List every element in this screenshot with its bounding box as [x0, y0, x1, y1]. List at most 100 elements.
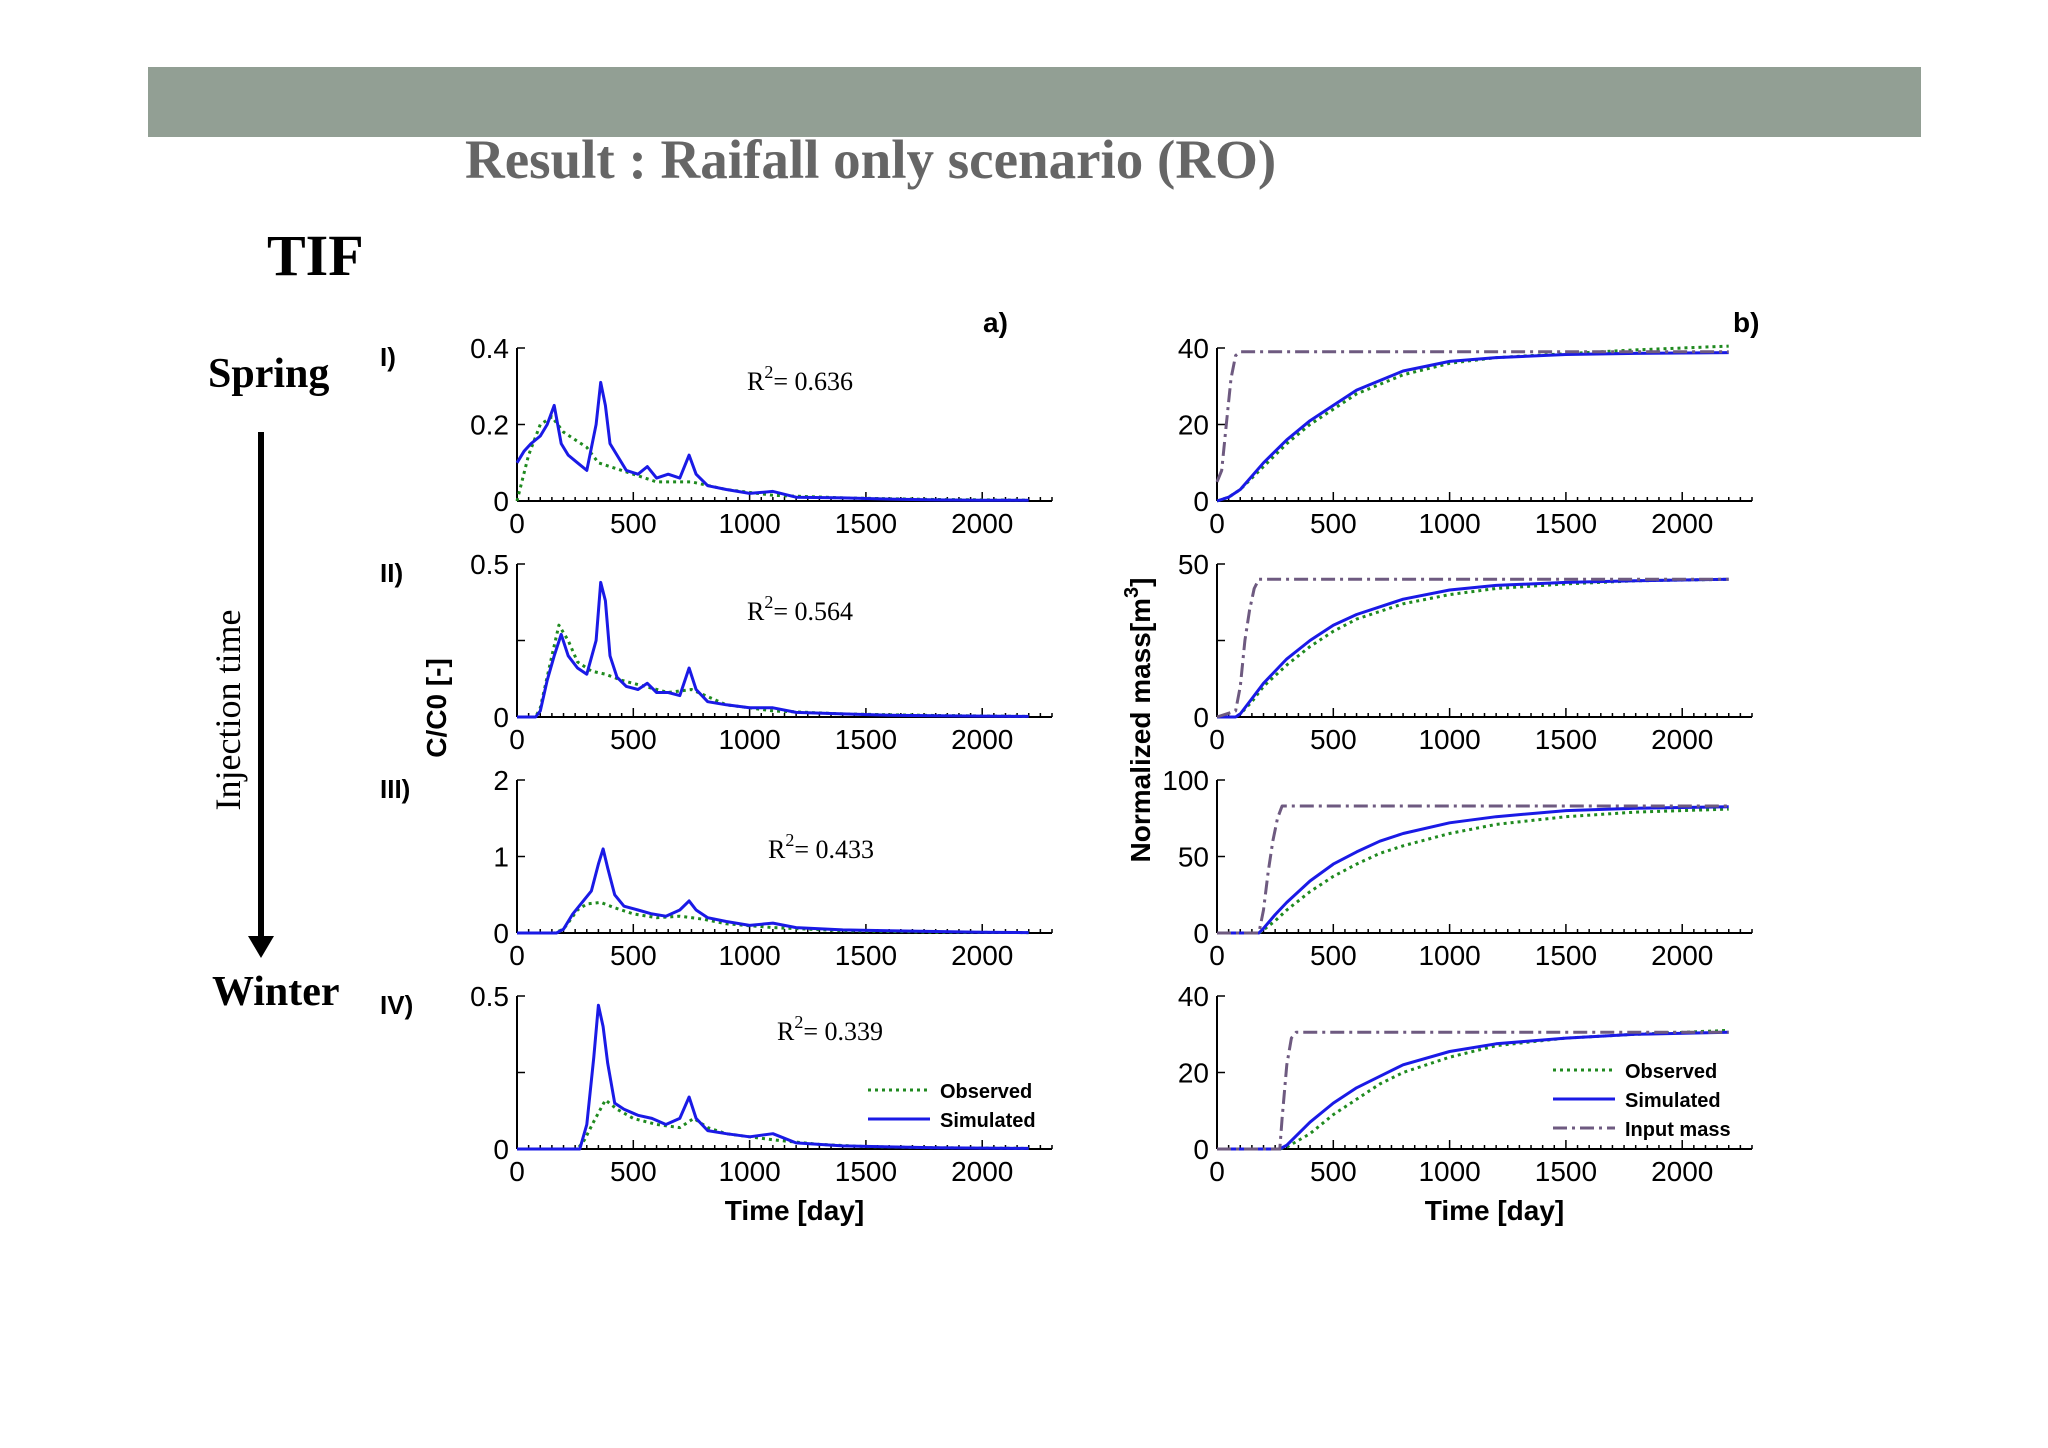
y-tick-label: 0 [1193, 702, 1209, 733]
y-axis-label-text: Normalized mass[m [1125, 598, 1156, 863]
r-squared-symbol: R [747, 597, 765, 626]
subplot-0-3: 0 500 1000 1500 2000 0 0.5 IV) R2= 0.339 [380, 981, 1053, 1187]
subplot-1-3: 0 500 1000 1500 2000 0 20 40 [1178, 981, 1753, 1187]
y-tick-label: 1 [493, 842, 509, 873]
y-tick-label: 100 [1162, 765, 1209, 796]
x-tick-label: 1500 [835, 940, 897, 971]
r-squared-annotation: R2= 0.339 [777, 1012, 883, 1046]
x-tick-label: 2000 [951, 1156, 1013, 1187]
series-line-simulated [517, 580, 1029, 719]
legend-entry: Simulated [940, 1110, 1036, 1132]
x-tick-label: 0 [1209, 940, 1225, 971]
panel-label: a) [983, 307, 1008, 338]
x-tick-label: 1500 [1535, 1156, 1597, 1187]
y-axis-label-superscript: 3 [1121, 587, 1143, 598]
y-axis-label-concentration: C/C0 [-] [421, 658, 452, 758]
y-tick-label: 0.2 [470, 410, 509, 441]
y-tick-label: 20 [1178, 1058, 1209, 1089]
injection-time-arrow [248, 432, 274, 958]
x-tick-label: 0 [1209, 1156, 1225, 1187]
r-squared-symbol: R [777, 1017, 795, 1046]
legend: Observed Simulated Input mass [1553, 1061, 1731, 1141]
x-tick-label: 1000 [1418, 1156, 1480, 1187]
x-tick-label: 500 [610, 1156, 657, 1187]
x-tick-label: 1000 [1418, 940, 1480, 971]
r-squared-annotation: R2= 0.636 [747, 362, 853, 396]
x-tick-label: 2000 [951, 508, 1013, 539]
y-tick-label: 2 [493, 765, 509, 796]
x-tick-label: 1000 [1418, 724, 1480, 755]
r-squared-symbol: R [768, 835, 786, 864]
series-line-simulated [515, 380, 1029, 502]
winter-label: Winter [212, 969, 340, 1015]
row-label: III) [380, 774, 410, 804]
series-line-simulated [517, 847, 1029, 935]
y-tick-label: 0 [493, 1134, 509, 1165]
y-tick-label: 50 [1178, 842, 1209, 873]
series-line-observed [1217, 577, 1729, 719]
x-tick-label: 2000 [951, 724, 1013, 755]
series-line-observed [1216, 344, 1729, 503]
x-tick-label: 1500 [835, 724, 897, 755]
subplot-0-1: 0 500 1000 1500 2000 0 0.5 II) R2= 0.564 [380, 549, 1053, 755]
y-tick-label: 20 [1178, 410, 1209, 441]
tif-label: TIF [267, 223, 364, 288]
x-tick-label: 0 [509, 508, 525, 539]
x-tick-label: 2000 [951, 940, 1013, 971]
y-tick-label: 50 [1178, 549, 1209, 580]
y-tick-label: 0.4 [470, 333, 509, 364]
r-squared-superscript: 2 [764, 362, 773, 382]
x-tick-label: 2000 [1651, 1156, 1713, 1187]
series-line-observed [1217, 807, 1729, 935]
x-tick-label: 1500 [1535, 508, 1597, 539]
y-tick-label: 0 [493, 918, 509, 949]
x-tick-label: 500 [610, 940, 657, 971]
series-line-simulated [1216, 351, 1729, 503]
y-tick-label: 0.5 [470, 549, 509, 580]
series-line-input-mass [1215, 350, 1729, 483]
r-squared-value: = 0.339 [803, 1017, 883, 1046]
series-line-input-mass [1217, 1030, 1729, 1151]
subplot-1-2: 0 500 1000 1500 2000 0 50 100 [1162, 765, 1753, 971]
series-line-input-mass [1217, 804, 1729, 935]
x-tick-label: 0 [1209, 724, 1225, 755]
r-squared-value: = 0.636 [773, 367, 853, 396]
series-line-simulated [1217, 1030, 1729, 1151]
series-line-simulated [1217, 577, 1729, 719]
subplot-1-1: 0 500 1000 1500 2000 0 50 [1178, 549, 1753, 755]
x-tick-label: 0 [509, 724, 525, 755]
legend-entry: Input mass [1625, 1119, 1731, 1141]
y-axis-label-end: ] [1125, 578, 1156, 587]
r-squared-superscript: 2 [794, 1012, 803, 1032]
y-tick-label: 0 [1193, 486, 1209, 517]
y-tick-label: 0 [493, 702, 509, 733]
x-tick-label: 500 [1310, 508, 1357, 539]
series-line-observed [517, 623, 1029, 719]
y-tick-label: 0 [1193, 918, 1209, 949]
x-tick-label: 1000 [718, 1156, 780, 1187]
r-squared-superscript: 2 [764, 592, 773, 612]
series-line-observed [1217, 1028, 1729, 1151]
r-squared-value: = 0.433 [794, 835, 874, 864]
x-tick-label: 0 [509, 940, 525, 971]
header-bar [148, 67, 1921, 137]
series-line-simulated [1217, 805, 1729, 935]
subplot-1-0: 0 500 1000 1500 2000 0 20 40 [1178, 333, 1753, 539]
x-tick-label: 2000 [1651, 508, 1713, 539]
x-tick-label: 1500 [835, 508, 897, 539]
x-tick-label: 1000 [718, 724, 780, 755]
spring-label: Spring [208, 351, 330, 397]
r-squared-annotation: R2= 0.564 [747, 592, 853, 626]
x-tick-label: 500 [1310, 1156, 1357, 1187]
legend: Observed Simulated [868, 1081, 1036, 1132]
x-tick-label: 1500 [835, 1156, 897, 1187]
x-tick-label: 500 [610, 508, 657, 539]
series-line-observed [517, 900, 1029, 935]
row-label: II) [380, 558, 403, 588]
y-tick-label: 40 [1178, 333, 1209, 364]
x-tick-label: 2000 [1651, 724, 1713, 755]
legend-entry: Observed [1625, 1061, 1717, 1083]
x-tick-label: 500 [610, 724, 657, 755]
y-tick-label: 40 [1178, 981, 1209, 1012]
